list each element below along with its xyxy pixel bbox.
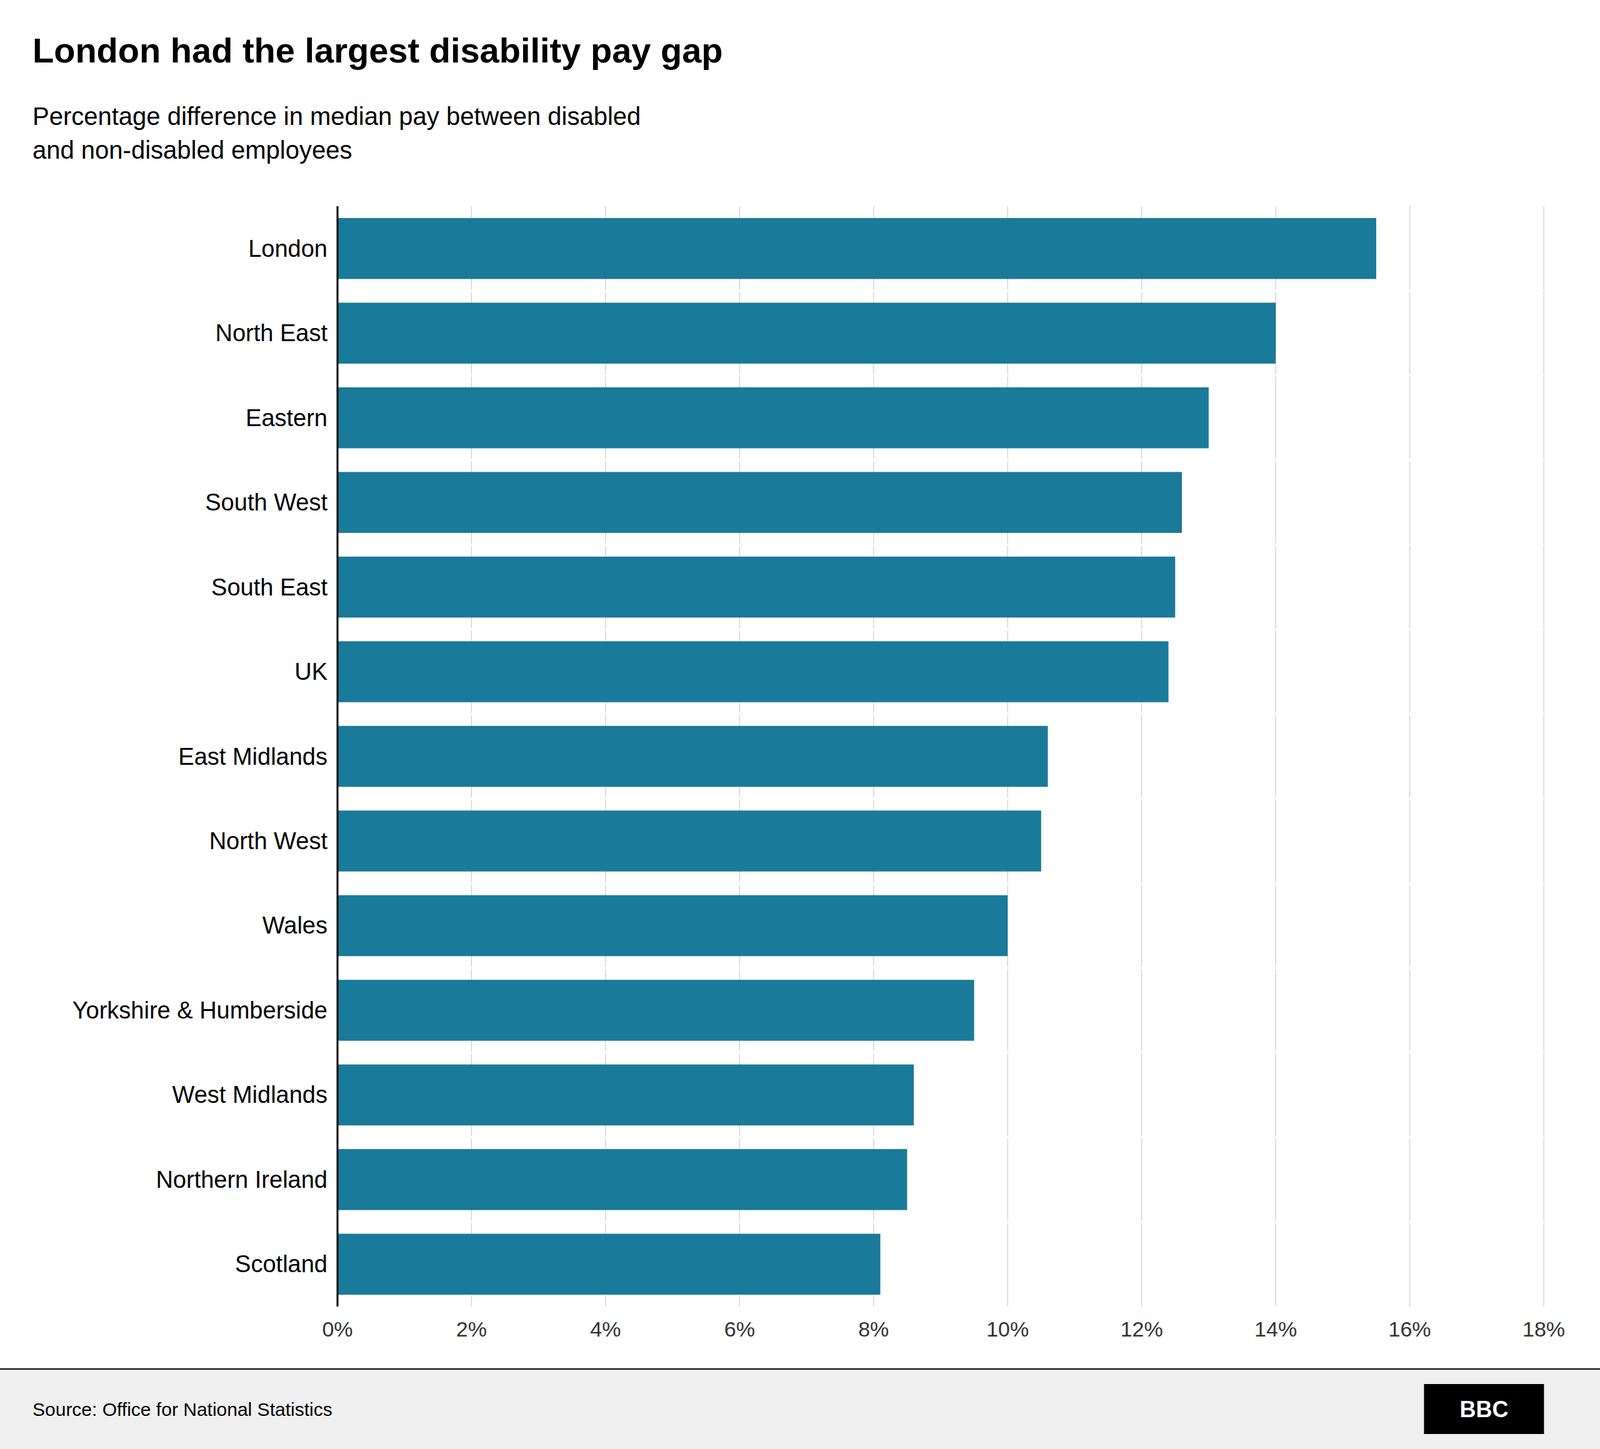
grid bbox=[337, 206, 1544, 1307]
source: Source: Office for National Statistics bbox=[32, 1399, 333, 1420]
bar bbox=[337, 1149, 907, 1211]
bar bbox=[337, 387, 1209, 449]
logo: BBC bbox=[1459, 1396, 1509, 1423]
bar bbox=[337, 218, 1377, 280]
category-label: Eastern bbox=[245, 405, 328, 432]
x-tick-label: 8% bbox=[858, 1317, 889, 1342]
grid-line bbox=[336, 206, 338, 1307]
chart-container: London had the largest disability pay ga… bbox=[0, 0, 1600, 1449]
category-label: Scotland bbox=[235, 1251, 328, 1278]
category-label: East Midlands bbox=[178, 743, 328, 770]
separator bbox=[337, 628, 1544, 631]
category-label: Wales bbox=[262, 912, 328, 939]
x-tick-label: 0% bbox=[321, 1317, 353, 1342]
separator bbox=[337, 713, 1544, 716]
bar bbox=[337, 641, 1169, 703]
grid-line bbox=[1409, 206, 1410, 1307]
separator bbox=[337, 797, 1544, 800]
x-tick-label: 12% bbox=[1120, 1317, 1164, 1342]
grid-line bbox=[1543, 206, 1544, 1307]
category-label: North East bbox=[215, 320, 328, 347]
category-label: London bbox=[248, 235, 328, 262]
x-tick-label: 10% bbox=[986, 1317, 1029, 1342]
separator bbox=[337, 374, 1544, 377]
subtitle: Percentage difference in median pay betw… bbox=[32, 102, 641, 164]
bar bbox=[337, 980, 975, 1042]
bar bbox=[337, 726, 1049, 788]
bar bbox=[337, 1065, 914, 1127]
separator bbox=[337, 543, 1544, 547]
y-axis-line bbox=[336, 206, 339, 1307]
bar bbox=[337, 471, 1182, 534]
separator bbox=[337, 289, 1544, 292]
x-tick-label: 6% bbox=[724, 1317, 755, 1342]
chart-svg: London had the largest disability pay ga… bbox=[0, 0, 1600, 1449]
bar bbox=[337, 302, 1276, 364]
grid-line bbox=[1141, 206, 1142, 1307]
title: London had the largest disability pay ga… bbox=[32, 30, 724, 70]
bar bbox=[337, 810, 1042, 872]
category-label: North West bbox=[209, 828, 329, 855]
subtitle-line: Percentage difference in median pay betw… bbox=[32, 102, 641, 130]
footer-line bbox=[0, 1368, 1600, 1370]
category-label: South West bbox=[205, 489, 328, 516]
category-label: West Midlands bbox=[171, 1081, 328, 1109]
separator bbox=[337, 1221, 1544, 1224]
subtitle-line: and non-disabled employees bbox=[32, 136, 352, 164]
separator bbox=[337, 1051, 1544, 1055]
bar bbox=[337, 1234, 881, 1296]
separator bbox=[337, 882, 1544, 885]
separator bbox=[337, 1136, 1544, 1139]
x-tick-label: 14% bbox=[1254, 1317, 1297, 1342]
category-label: Yorkshire & Humberside bbox=[72, 997, 328, 1024]
bars bbox=[337, 218, 1544, 1295]
separator bbox=[337, 966, 1544, 970]
category-label: South East bbox=[211, 574, 328, 601]
footer-background bbox=[0, 1369, 1600, 1449]
x-tick-label: 2% bbox=[456, 1317, 487, 1342]
category-label: UK bbox=[294, 658, 328, 685]
bar bbox=[337, 556, 1175, 619]
x-tick-label: 18% bbox=[1522, 1317, 1565, 1342]
x-tick-label: 4% bbox=[590, 1317, 621, 1342]
x-tick-label: 16% bbox=[1388, 1317, 1432, 1342]
grid-line bbox=[1275, 206, 1277, 1307]
bar bbox=[337, 895, 1008, 957]
background bbox=[0, 0, 1600, 1449]
category-label: Northern Ireland bbox=[155, 1166, 328, 1194]
logo-box bbox=[1423, 1384, 1544, 1435]
separator bbox=[337, 458, 1544, 462]
